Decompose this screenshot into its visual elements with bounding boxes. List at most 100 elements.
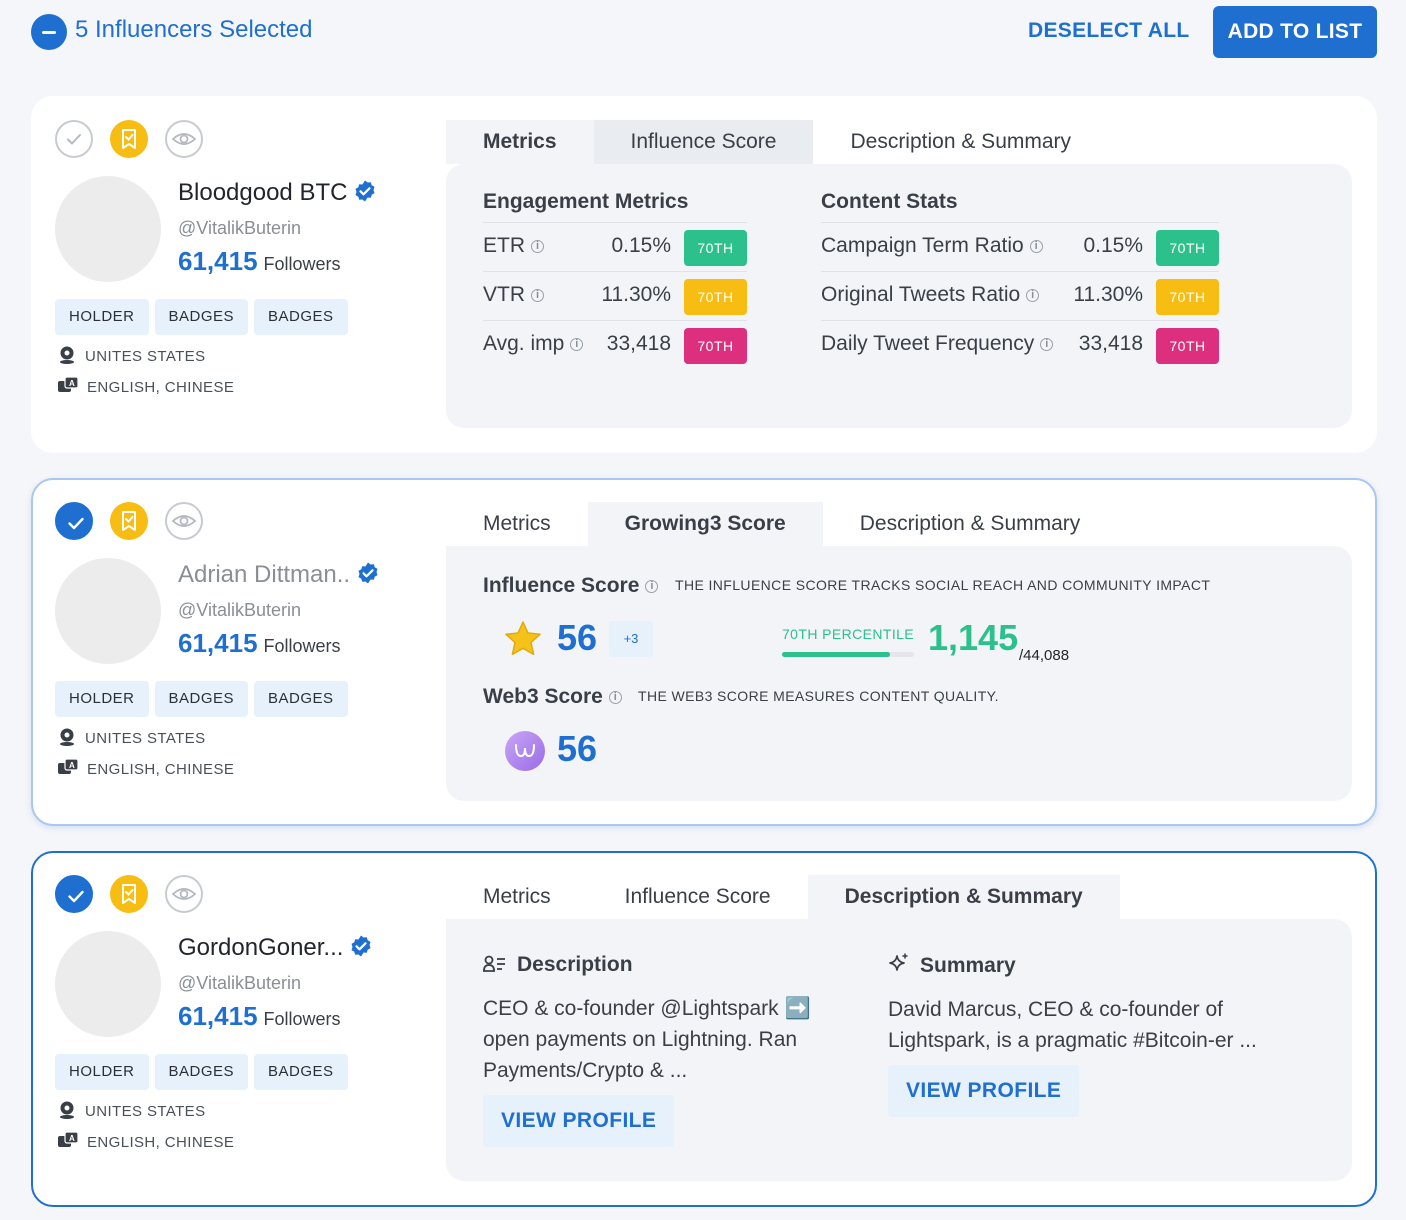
influencer-handle: @VitalikButerin — [178, 218, 301, 238]
tab-description-summary[interactable]: Description & Summary — [859, 512, 1081, 535]
card-tabs: Metrics Influence Score Description & Su… — [446, 875, 1120, 919]
followers-count: 61,415 Followers — [178, 1001, 341, 1031]
web3-score-title: Web3 Score i — [483, 685, 622, 709]
location: UNITES STATES — [57, 345, 206, 365]
influencer-name[interactable]: Bloodgood BTC — [178, 179, 377, 207]
influencer-card: GordonGoner... @VitalikButerin 61,415 Fol… — [31, 851, 1377, 1207]
languages: A ENGLISH, CHINESE — [57, 758, 234, 778]
location-pin-icon — [60, 346, 74, 364]
percentile-pill: 70TH — [1156, 279, 1219, 315]
percentile-bar — [782, 652, 914, 657]
eye-icon[interactable] — [165, 502, 203, 540]
percentile-pill: 70TH — [684, 279, 747, 315]
influencer-handle: @VitalikButerin — [178, 973, 301, 993]
rank-value: 1,145 — [928, 617, 1019, 658]
score-panel: Influence Score i THE INFLUENCE SCORE TRA… — [446, 546, 1352, 801]
engagement-metrics-title: Engagement Metrics — [483, 190, 747, 223]
influencer-handle: @VitalikButerin — [178, 600, 301, 620]
info-icon[interactable]: i — [608, 691, 622, 704]
influence-score-title: Influence Score i — [483, 574, 659, 598]
bookmark-icon[interactable] — [110, 120, 148, 158]
followers-count: 61,415 Followers — [178, 628, 341, 658]
badge: BADGES — [154, 299, 249, 335]
location: UNITES STATES — [57, 727, 206, 747]
summary-title: Summary — [920, 954, 1016, 977]
eye-icon[interactable] — [165, 120, 203, 158]
info-icon[interactable]: i — [570, 338, 584, 351]
badge: HOLDER — [55, 681, 149, 717]
tab-influence-score[interactable]: Influence Score — [624, 885, 771, 908]
avatar — [55, 558, 161, 664]
influencer-card: Bloodgood BTC @VitalikButerin 61,415 Foll… — [31, 96, 1377, 453]
description-text: CEO & co-founder @Lightspark ➡️ open pay… — [483, 997, 811, 1082]
verified-icon — [351, 935, 371, 957]
summary-text: David Marcus, CEO & co-founder of Lights… — [888, 998, 1257, 1052]
svg-text:A: A — [69, 1134, 75, 1143]
badge: BADGES — [254, 1054, 348, 1090]
view-profile-button[interactable]: VIEW PROFILE — [483, 1095, 675, 1147]
metric-row: VTR i 11.30% 70TH — [483, 272, 747, 321]
percentile-pill: 70TH — [1156, 230, 1219, 266]
location-pin-icon — [60, 728, 74, 746]
percentile-pill: 70TH — [684, 328, 747, 364]
influencer-name[interactable]: GordonGoner... — [178, 934, 373, 962]
influencer-name[interactable]: Adrian Dittman.. — [178, 561, 380, 589]
info-icon[interactable]: i — [531, 289, 544, 302]
description-panel: Description CEO & co-founder @Lightspark… — [446, 919, 1352, 1181]
tab-metrics[interactable]: Metrics — [446, 120, 594, 164]
bookmark-icon[interactable] — [110, 875, 148, 913]
info-icon[interactable]: i — [1040, 338, 1054, 351]
metric-row: Original Tweets Ratio i 11.30% 70TH — [821, 272, 1219, 321]
web3-score-description: THE WEB3 SCORE MEASURES CONTENT QUALITY. — [638, 688, 999, 704]
eye-icon[interactable] — [165, 875, 203, 913]
selection-bar: 5 Influencers Selected DESELECT ALL ADD … — [0, 0, 1406, 70]
location-pin-icon — [60, 1101, 74, 1119]
tab-influence-score[interactable]: Influence Score — [593, 120, 814, 164]
add-to-list-button[interactable]: ADD TO LIST — [1213, 6, 1377, 58]
sparkle-icon — [889, 953, 908, 971]
deselect-all-button[interactable]: DESELECT ALL — [1028, 19, 1190, 42]
avatar — [55, 176, 161, 282]
view-profile-button[interactable]: VIEW PROFILE — [888, 1065, 1080, 1117]
tab-growing3-score[interactable]: Growing3 Score — [587, 502, 823, 546]
badge-list: HOLDER BADGES BADGES — [55, 299, 348, 335]
deselect-minus-icon[interactable] — [31, 14, 67, 50]
content-stats: Content Stats Campaign Term Ratio i 0.15%… — [821, 190, 1219, 370]
followers-count: 61,415 Followers — [178, 246, 341, 276]
info-icon[interactable]: i — [1029, 240, 1043, 253]
languages: A ENGLISH, CHINESE — [57, 376, 234, 396]
user-list-icon — [482, 955, 505, 972]
web3-score-value: 56 — [557, 728, 598, 769]
metric-row: Campaign Term Ratio i 0.15% 70TH — [821, 223, 1219, 272]
percentile-label: 70TH PERCENTILE — [782, 626, 915, 642]
metric-row: ETR i 0.15% 70TH — [483, 223, 747, 272]
description-title: Description — [517, 953, 633, 976]
badge: BADGES — [254, 299, 348, 335]
info-icon[interactable]: i — [645, 580, 659, 593]
badge: BADGES — [154, 1054, 249, 1090]
select-checkbox[interactable] — [55, 875, 93, 913]
metric-row: Daily Tweet Frequency i 33,418 70TH — [821, 321, 1219, 370]
svg-text:A: A — [69, 379, 75, 388]
metrics-panel: Engagement Metrics ETR i 0.15% 70TH VTR i … — [446, 164, 1352, 428]
tab-metrics[interactable]: Metrics — [483, 512, 551, 535]
tab-metrics[interactable]: Metrics — [483, 885, 551, 908]
avatar — [55, 931, 161, 1037]
influence-score-description: THE INFLUENCE SCORE TRACKS SOCIAL REACH … — [675, 577, 1211, 593]
info-icon[interactable]: i — [1026, 289, 1040, 302]
badge-list: HOLDER BADGES BADGES — [55, 681, 348, 717]
summary-section: Summary David Marcus, CEO & co-founder o… — [888, 953, 1268, 1117]
info-icon[interactable]: i — [531, 240, 544, 253]
location: UNITES STATES — [57, 1100, 206, 1120]
verified-icon — [358, 562, 378, 584]
badge: BADGES — [154, 681, 249, 717]
bookmark-icon[interactable] — [110, 502, 148, 540]
content-stats-title: Content Stats — [821, 190, 1219, 223]
select-checkbox[interactable] — [55, 502, 93, 540]
select-checkbox[interactable] — [55, 120, 93, 158]
tab-description-summary[interactable]: Description & Summary — [807, 875, 1120, 919]
card-tabs: Metrics Influence Score Description & Su… — [446, 120, 1108, 164]
badge: HOLDER — [55, 1054, 149, 1090]
tab-description-summary[interactable]: Description & Summary — [850, 130, 1072, 153]
translate-icon: A — [58, 758, 79, 774]
